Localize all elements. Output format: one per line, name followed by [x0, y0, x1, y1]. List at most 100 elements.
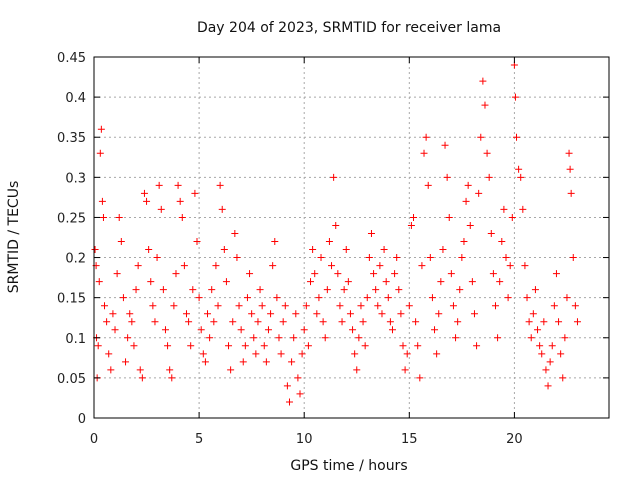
- data-point: [216, 181, 224, 189]
- data-point: [119, 294, 127, 302]
- data-point: [445, 213, 453, 221]
- data-point: [342, 246, 350, 254]
- data-point: [529, 310, 537, 318]
- data-point: [147, 278, 155, 286]
- data-point: [426, 254, 434, 262]
- data-point: [323, 286, 331, 294]
- data-point: [164, 342, 172, 350]
- data-point: [466, 221, 474, 229]
- data-point: [91, 246, 99, 254]
- data-point: [170, 302, 178, 310]
- chart-title: Day 204 of 2023, SRMTID for receiver lam…: [197, 20, 501, 36]
- data-point: [569, 254, 577, 262]
- data-point: [281, 302, 289, 310]
- plot-frame: [93, 56, 610, 419]
- data-point: [96, 149, 104, 157]
- y-tick-label: 0.35: [57, 131, 86, 146]
- data-point: [431, 326, 439, 334]
- data-point: [481, 101, 489, 109]
- data-point: [552, 270, 560, 278]
- x-axis-label: GPS time / hours: [290, 458, 407, 474]
- data-point: [210, 318, 218, 326]
- data-point: [309, 246, 317, 254]
- data-point: [98, 197, 106, 205]
- y-tick-label: 0.05: [57, 372, 86, 387]
- data-point: [149, 302, 157, 310]
- data-point: [185, 318, 193, 326]
- data-point: [506, 262, 514, 270]
- data-point: [511, 93, 519, 101]
- data-point: [115, 213, 123, 221]
- data-point: [285, 398, 293, 406]
- data-point: [267, 310, 275, 318]
- data-point: [222, 278, 230, 286]
- data-point: [485, 173, 493, 181]
- data-point: [132, 286, 140, 294]
- data-point: [140, 189, 148, 197]
- data-point: [153, 254, 161, 262]
- data-point: [134, 262, 142, 270]
- data-point: [128, 318, 136, 326]
- data-point: [443, 173, 451, 181]
- data-point: [201, 358, 209, 366]
- data-point: [372, 286, 380, 294]
- data-point: [483, 149, 491, 157]
- data-point: [111, 326, 119, 334]
- data-point: [531, 286, 539, 294]
- data-point: [99, 213, 107, 221]
- data-series: [91, 61, 581, 406]
- data-point: [260, 342, 268, 350]
- data-point: [500, 205, 508, 213]
- data-point: [424, 181, 432, 189]
- data-point: [105, 350, 113, 358]
- data-point: [386, 318, 394, 326]
- data-point: [254, 318, 262, 326]
- data-point: [355, 334, 363, 342]
- data-point: [159, 286, 167, 294]
- data-point: [407, 221, 415, 229]
- data-point: [557, 350, 565, 358]
- data-point: [338, 318, 346, 326]
- data-point: [204, 310, 212, 318]
- data-point: [229, 318, 237, 326]
- data-point: [126, 310, 134, 318]
- data-point: [540, 318, 548, 326]
- data-point: [113, 270, 121, 278]
- data-point: [180, 262, 188, 270]
- data-point: [519, 205, 527, 213]
- data-point: [513, 133, 521, 141]
- data-point: [416, 374, 424, 382]
- data-point: [548, 342, 556, 350]
- data-point: [508, 213, 516, 221]
- data-point: [151, 318, 159, 326]
- data-point: [382, 278, 390, 286]
- data-point: [460, 238, 468, 246]
- data-point: [145, 246, 153, 254]
- data-point: [538, 350, 546, 358]
- data-point: [491, 302, 499, 310]
- data-point: [212, 262, 220, 270]
- data-point: [193, 238, 201, 246]
- data-point: [315, 294, 323, 302]
- data-point: [462, 197, 470, 205]
- y-tick-label: 0.3: [65, 171, 86, 186]
- data-point: [559, 374, 567, 382]
- data-point: [561, 334, 569, 342]
- data-point: [567, 189, 575, 197]
- data-point: [321, 334, 329, 342]
- data-point: [536, 342, 544, 350]
- data-point: [250, 334, 258, 342]
- data-point: [298, 350, 306, 358]
- data-point: [475, 189, 483, 197]
- data-point: [197, 326, 205, 334]
- data-point: [195, 294, 203, 302]
- data-point: [487, 229, 495, 237]
- data-point: [311, 270, 319, 278]
- data-point: [294, 374, 302, 382]
- data-point: [363, 294, 371, 302]
- data-point: [292, 310, 300, 318]
- data-point: [452, 334, 460, 342]
- data-point: [370, 270, 378, 278]
- data-point: [374, 302, 382, 310]
